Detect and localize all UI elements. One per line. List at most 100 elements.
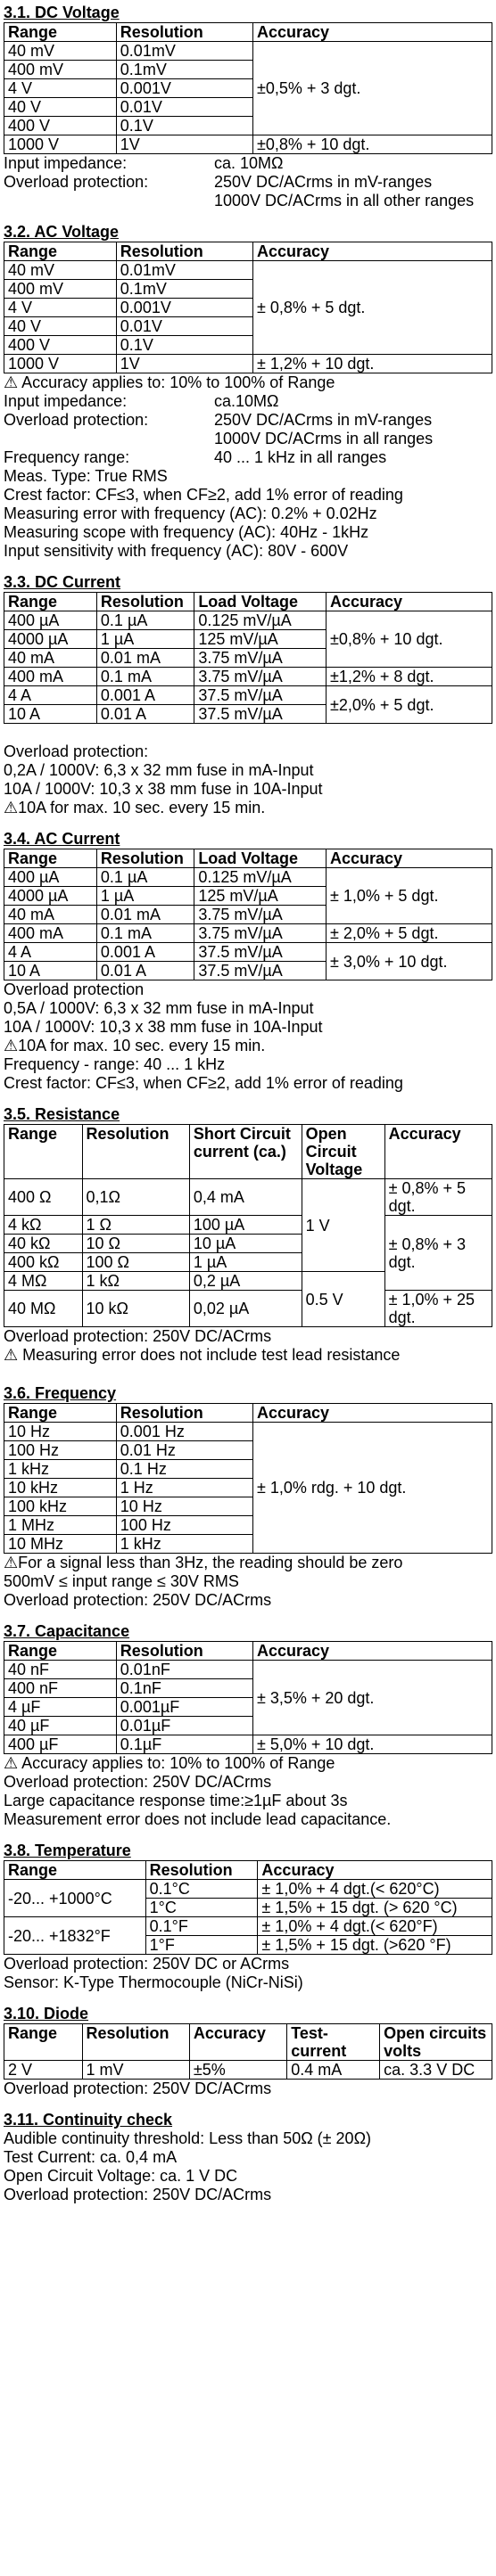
table-cell: 3.75 mV/µA xyxy=(194,905,327,924)
note-line: Overload protection: 250V DC or ACrms xyxy=(4,1955,290,1973)
note-line: Overload protection: 250V DC/ACrms xyxy=(4,1327,272,1345)
table-row: 4000 µA 1 µA 125 mV/µA xyxy=(4,886,492,906)
table-cell: 1 µA xyxy=(95,886,195,906)
table-cell: ± 1,2% + 10 dgt. xyxy=(252,354,493,373)
header-cell: Range xyxy=(4,1403,117,1423)
table-cell: 125 mV/µA xyxy=(194,629,327,649)
table-cell: ± 0,8% + 5 dgt. xyxy=(252,260,493,355)
table-cell: 0.1µF xyxy=(115,1735,253,1754)
table-cell: 1 V xyxy=(301,1178,385,1272)
section: 3.3. DC Current Range Resolution Load Volta… xyxy=(4,573,492,817)
table-row: 40 V 0.01V xyxy=(4,97,492,117)
table-cell: 0.01V xyxy=(115,97,253,117)
table-cell: 0,1Ω xyxy=(81,1178,190,1216)
table-row: 400 mV 0.1mV xyxy=(4,279,492,299)
section-heading: 3.3. DC Current xyxy=(4,573,121,591)
table-cell: 400 mA xyxy=(4,667,97,686)
spec-table: Range Resolution Load Voltage Accuracy 400 µ… xyxy=(4,849,492,980)
table-row: 400 µF 0.1µF ± 5,0% + 10 dgt. xyxy=(4,1735,493,1754)
header-cell: Accuracy xyxy=(252,242,493,261)
table-row: 40 mA 0.01 mA 3.75 mV/µA xyxy=(4,648,492,668)
table-cell: 0.001V xyxy=(115,298,253,317)
table-cell: 0.1 mA xyxy=(95,923,195,943)
note-line: 10A / 1000V: 10,3 x 38 mm fuse in 10A-In… xyxy=(4,1018,323,1036)
note-line: 500mV ≤ input range ≤ 30V RMS xyxy=(4,1572,239,1590)
table-row: 40 kΩ 10 Ω 10 µA xyxy=(4,1234,492,1253)
table-row: -20... +1832°F 0.1°F ± 1,0% + 4 dgt.(< 620… xyxy=(4,1916,492,1955)
table-cell: 400 nF xyxy=(4,1678,117,1698)
table-row: 4000 µA 1 µA 125 mV/µA xyxy=(4,629,492,649)
section: 3.8. Temperature Range Resolution Accuracy -… xyxy=(4,1842,492,1992)
section-heading: 3.5. Resistance xyxy=(4,1105,120,1123)
table-cell: 400 µA xyxy=(4,611,97,630)
table-cell: 0.01V xyxy=(115,316,253,336)
table-cell: ±0,8% + 10 dgt. xyxy=(252,135,493,154)
table-cell: 40 nF xyxy=(4,1660,117,1679)
table-cell: 40 kΩ xyxy=(4,1234,83,1253)
table-cell: 40 V xyxy=(4,316,117,336)
note-line: Measuring error with frequency (AC): 0.2… xyxy=(4,505,377,522)
table-cell: ±1,2% + 8 dgt. xyxy=(326,667,492,686)
header-row: Range Resolution Accuracy xyxy=(4,22,493,42)
table-row: 10 A 0.01 A 37.5 mV/µA xyxy=(4,961,492,980)
table-row: 400 V 0.1V xyxy=(4,335,492,355)
table-row: 40 mV 0.01mV ± 0,8% + 5 dgt. xyxy=(4,260,493,355)
table-cell: 4 µF xyxy=(4,1697,117,1717)
table-cell: 3.75 mV/µA xyxy=(194,667,327,686)
note-line: ⚠10A for max. 10 sec. every 15 min. xyxy=(4,1037,266,1054)
header-cell: Range xyxy=(4,592,97,611)
table-cell: 10 Hz xyxy=(4,1422,117,1441)
note-line: 0,2A / 1000V: 6,3 x 32 mm fuse in mA-Inp… xyxy=(4,761,314,779)
header-cell: Resolution xyxy=(115,1641,253,1661)
table-cell: ± 1,5% + 15 dgt. (> 620 °C) xyxy=(257,1898,492,1917)
note-line: Measurement error does not include lead … xyxy=(4,1810,392,1828)
section: 3.5. Resistance Range Resolution Short Circ… xyxy=(4,1105,493,1365)
table-cell: 10 µA xyxy=(188,1234,302,1253)
note-line: Input impedance: ca. 10MΩ xyxy=(4,154,492,173)
table-cell: ± 1,5% + 15 dgt. (>620 °F) xyxy=(257,1935,492,1955)
spacer xyxy=(4,724,492,742)
table-cell: ± 1,0% + 4 dgt.(< 620°F) xyxy=(257,1916,492,1936)
section: 3.11. Continuity check Audible continuity… xyxy=(4,2111,492,2204)
table-cell: 400 mV xyxy=(4,279,117,299)
spec-table: Range Resolution Accuracy 40 mV 0.01mV ± 0,8%… xyxy=(4,242,493,373)
table-cell: ±0,5% + 3 dgt. xyxy=(252,41,493,135)
note-label: Frequency range: xyxy=(4,448,130,466)
header-cell: Resolution xyxy=(115,1403,253,1423)
table-cell: 2 V xyxy=(4,2060,83,2080)
header-cell: Accuracy xyxy=(252,1403,493,1423)
table-cell: 1 µA xyxy=(95,629,195,649)
header-cell: Resolution xyxy=(115,22,253,42)
table-cell: 10 A xyxy=(4,961,97,980)
table-cell: 40 µF xyxy=(4,1716,117,1735)
note-label: Input impedance: xyxy=(4,392,128,410)
table-cell: 40 mA xyxy=(4,905,97,924)
table-row: 100 kHz 10 Hz xyxy=(4,1497,492,1516)
table-cell: 10 A xyxy=(4,704,97,724)
header-cell: Open circuits volts xyxy=(379,2023,492,2061)
table-row: 1 MHz 100 Hz xyxy=(4,1515,492,1535)
table-cell: 1V xyxy=(115,135,253,154)
table-cell: 0.001 A xyxy=(95,685,195,705)
note-value: 1000V DC/ACrms in all other ranges xyxy=(214,192,475,209)
note-line: Crest factor: CF≤3, when CF≥2, add 1% er… xyxy=(4,1074,403,1092)
section-heading: 3.10. Diode xyxy=(4,2005,89,2022)
header-row: Range Resolution Accuracy Test-current Open … xyxy=(4,2023,492,2061)
section: 3.2. AC Voltage Range Resolution Accuracy 40… xyxy=(4,223,493,561)
table-cell: 1000 V xyxy=(4,135,117,154)
table-cell: ± 5,0% + 10 dgt. xyxy=(252,1735,493,1754)
header-cell: Accuracy xyxy=(326,592,492,611)
table-row: 400 mA 0.1 mA 3.75 mV/µA ± 2,0% + 5 dgt. xyxy=(4,923,492,943)
table-row: 1000 V 1V ±0,8% + 10 dgt. xyxy=(4,135,493,154)
note-line: Overload protection: 250V DC/ACrms xyxy=(4,2080,272,2097)
table-cell: 1 µA xyxy=(188,1252,302,1272)
table-cell: 10 Hz xyxy=(115,1497,253,1516)
section: 3.7. Capacitance Range Resolution Accuracy 4… xyxy=(4,1622,493,1829)
table-cell: 0.001 A xyxy=(95,942,195,962)
note-label: Overload protection: xyxy=(4,173,149,191)
note-line: Measuring scope with frequency (AC): 40H… xyxy=(4,523,369,541)
table-cell: 4000 µA xyxy=(4,629,97,649)
spec-table: Range Resolution Accuracy -20... +1000°C 0.1… xyxy=(4,1860,492,1955)
note-line: 0,5A / 1000V: 6,3 x 32 mm fuse in mA-Inp… xyxy=(4,999,314,1017)
